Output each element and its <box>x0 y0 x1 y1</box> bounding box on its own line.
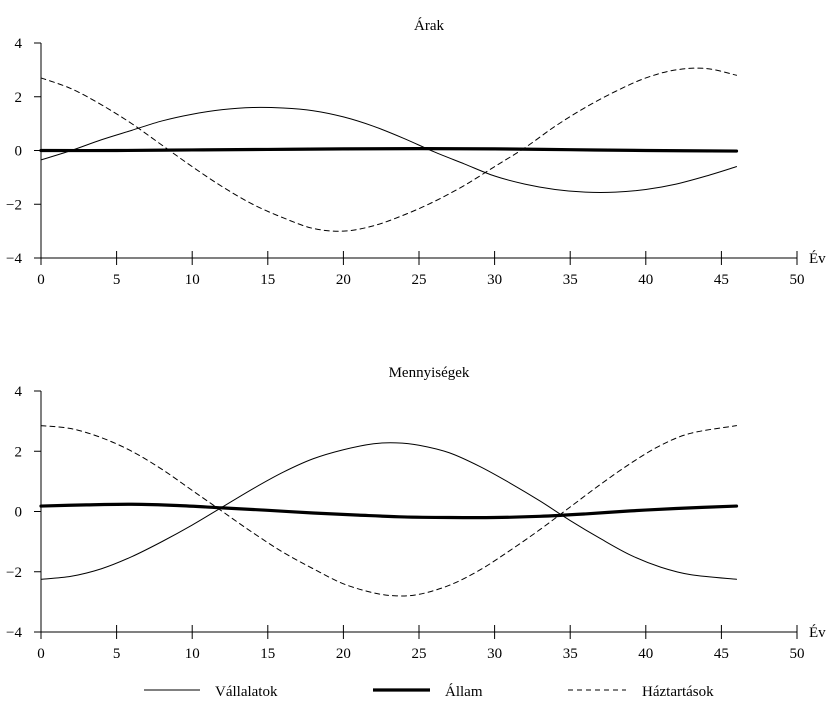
quantities-chart-title: Mennyiségek <box>389 365 470 381</box>
quantities-x-axis-label: Év <box>809 624 826 641</box>
legend-label-firms: Vállalatok <box>215 684 278 700</box>
prices-chart-title: Árak <box>414 17 444 34</box>
prices-x-tick-label: 50 <box>790 272 805 288</box>
quantities-y-tick-label: −2 <box>6 565 22 581</box>
prices-y-tick-label: −2 <box>6 197 22 213</box>
quantities-x-tick-label: 5 <box>113 646 121 662</box>
prices-x-tick-label: 35 <box>563 272 578 288</box>
prices-x-tick-label: 25 <box>412 272 427 288</box>
prices-x-tick-label: 15 <box>260 272 275 288</box>
prices-series-line-haztartasok <box>40 67 738 232</box>
prices-y-tick-label: 4 <box>15 36 23 52</box>
quantities-y-tick-label: 2 <box>15 444 23 460</box>
quantities-x-tick-label: 35 <box>563 646 578 662</box>
quantities-x-tick-label: 0 <box>37 646 45 662</box>
quantities-series-line-vallalatok <box>40 442 738 580</box>
prices-x-tick-label: 30 <box>487 272 502 288</box>
prices-x-tick-label: 45 <box>714 272 729 288</box>
prices-x-tick-label: 10 <box>185 272 200 288</box>
prices-x-tick-label: 20 <box>336 272 351 288</box>
prices-y-tick-label: 2 <box>15 90 23 106</box>
quantities-x-tick-label: 10 <box>185 646 200 662</box>
quantities-y-tick-label: 4 <box>15 384 23 400</box>
legend: Vállalatok Állam Háztartások <box>144 683 714 700</box>
prices-y-tick-label: 0 <box>15 144 23 160</box>
quantities-x-tick-label: 40 <box>638 646 653 662</box>
legend-label-state: Állam <box>445 683 483 700</box>
legend-label-households: Háztartások <box>642 684 714 700</box>
prices-x-axis-label: Év <box>809 250 826 267</box>
quantities-series-line-haztartasok <box>40 425 738 597</box>
quantities-x-tick-label: 30 <box>487 646 502 662</box>
quantities-y-tick-label: −4 <box>6 625 22 641</box>
prices-x-tick-label: 5 <box>113 272 121 288</box>
quantities-x-tick-label: 45 <box>714 646 729 662</box>
quantities-series-line-allam <box>39 502 739 520</box>
prices-x-tick-label: 0 <box>37 272 45 288</box>
quantities-x-tick-label: 20 <box>336 646 351 662</box>
prices-series-line-allam <box>39 147 739 153</box>
prices-x-tick-label: 40 <box>638 272 653 288</box>
quantities-x-tick-label: 15 <box>260 646 275 662</box>
quantities-x-tick-label: 25 <box>412 646 427 662</box>
quantities-y-tick-label: 0 <box>15 505 23 521</box>
prices-series-line-vallalatok <box>40 106 738 193</box>
quantities-x-tick-label: 50 <box>790 646 805 662</box>
prices-y-tick-label: −4 <box>6 251 22 267</box>
